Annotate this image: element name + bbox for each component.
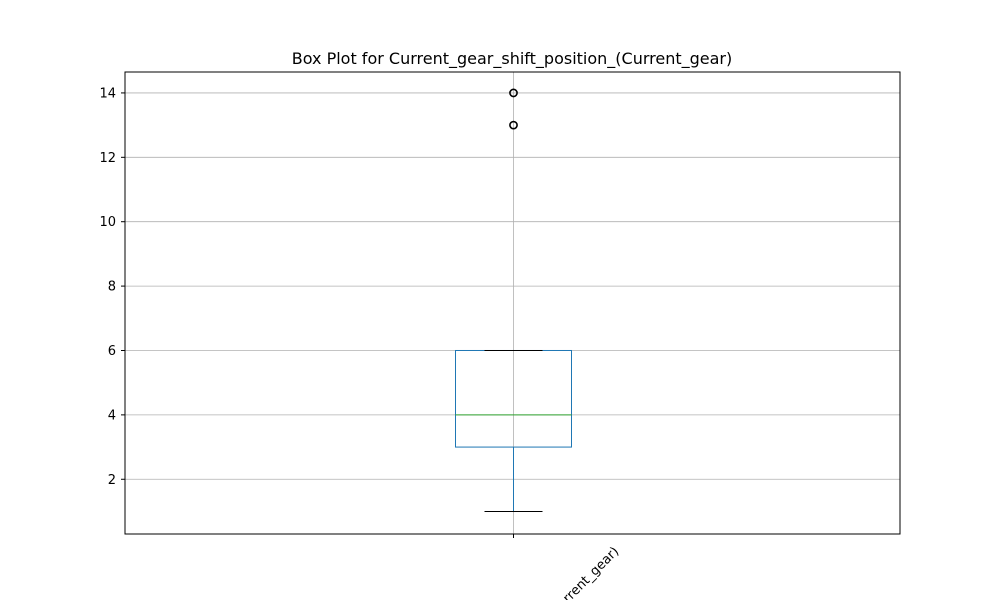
grid-lines bbox=[125, 72, 900, 534]
y-axis: 2 4 6 8 10 12 14 bbox=[99, 86, 125, 488]
box-series bbox=[455, 88, 572, 512]
outlier-point bbox=[509, 88, 518, 98]
y-tick-label: 10 bbox=[99, 215, 116, 230]
y-tick-label: 8 bbox=[108, 280, 116, 295]
x-axis: rrent_gear) bbox=[513, 534, 622, 600]
y-tick-label: 6 bbox=[108, 344, 116, 359]
x-tick-label: rrent_gear) bbox=[560, 544, 622, 600]
chart-title: Box Plot for Current_gear_shift_position… bbox=[292, 49, 733, 69]
y-tick-label: 4 bbox=[108, 408, 116, 423]
y-tick-label: 12 bbox=[99, 151, 116, 166]
plot-frame bbox=[124, 71, 901, 535]
y-tick-label: 2 bbox=[108, 473, 116, 488]
outlier-point bbox=[509, 120, 518, 130]
y-tick-label: 14 bbox=[99, 86, 116, 101]
